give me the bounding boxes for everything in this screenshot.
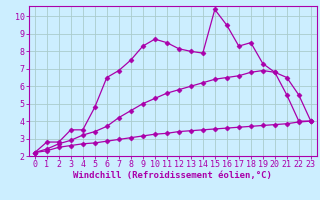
X-axis label: Windchill (Refroidissement éolien,°C): Windchill (Refroidissement éolien,°C) [73, 171, 272, 180]
